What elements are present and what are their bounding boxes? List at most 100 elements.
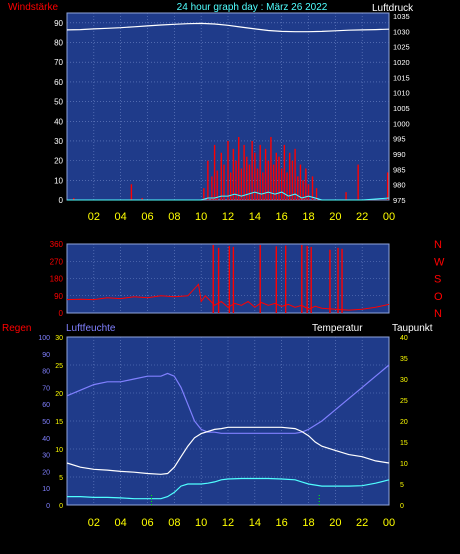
temperature-y-tick-label: 40 [400,335,408,342]
rain-y-tick-label: 80 [42,369,50,376]
wind-direction-line [66,283,390,311]
rain-y-tick-label: 70 [42,385,50,392]
x-tick-label: 00 [383,517,395,529]
wind-y-tick-label: 50 [54,98,63,107]
wind-pressure-panel: 0102030405060708090975980985990995100010… [54,12,410,223]
x-tick-label: 14 [249,517,261,529]
humidity-y-tick-label: 0 [59,503,63,510]
pressure-y-tick-label: 1005 [393,104,410,113]
direction-compass-label: N [434,308,442,320]
x-tick-label: 12 [222,517,234,529]
direction-y-tick-label: 0 [59,309,64,318]
x-tick-label: 08 [168,517,180,529]
pressure-y-tick-label: 1020 [393,58,410,67]
x-tick-label: 20 [329,517,341,529]
pressure-y-tick-label: 995 [393,135,406,144]
temperature-y-tick-label: 30 [400,377,408,384]
direction-y-tick-label: 90 [54,292,63,301]
rain-y-tick-label: 50 [42,419,50,426]
x-tick-label: 18 [302,517,314,529]
x-tick-label: 14 [249,211,261,223]
pressure-y-tick-label: 1025 [393,43,410,52]
direction-y-tick-label: 360 [50,240,64,249]
x-tick-label: 18 [302,211,314,223]
direction-y-tick-label: 180 [50,275,64,284]
x-tick-label: 10 [195,211,207,223]
humidity-y-tick-label: 30 [55,335,63,342]
humidity-y-tick-label: 20 [55,391,63,398]
pressure-line [66,22,390,33]
wind-y-tick-label: 20 [54,157,63,166]
x-tick-label: 02 [88,517,100,529]
x-tick-label: 06 [141,211,153,223]
pressure-y-tick-label: 990 [393,150,406,159]
direction-compass-label: S [434,274,441,286]
wind-y-tick-label: 70 [54,58,63,67]
temperature-y-tick-label: 10 [400,461,408,468]
pressure-y-tick-label: 980 [393,181,406,190]
x-tick-label: 04 [115,211,127,223]
wind-axis-label: Windstärke [8,2,58,13]
pressure-y-tick-label: 1035 [393,12,410,21]
dewpoint-axis-label: Taupunkt [392,323,433,334]
x-tick-label: 04 [115,517,127,529]
direction-compass-label: W [434,256,445,268]
wind-y-tick-label: 30 [54,137,63,146]
x-tick-label: 16 [276,517,288,529]
wind-gust-line [67,191,390,201]
rain-y-tick-label: 30 [42,453,50,460]
x-tick-label: 08 [168,211,180,223]
x-tick-label: 02 [88,211,100,223]
temperature-y-tick-label: 35 [400,356,408,363]
x-tick-label: 12 [222,211,234,223]
rain-y-tick-label: 20 [42,469,50,476]
temperature-y-tick-label: 5 [400,482,404,489]
pressure-y-tick-label: 1030 [393,27,410,36]
wind-y-tick-label: 60 [54,78,63,87]
x-tick-label: 22 [356,211,368,223]
rain-y-tick-label: 90 [42,352,50,359]
wind-y-tick-label: 80 [54,39,63,48]
humidity-line [66,364,390,434]
temperature-y-tick-label: 15 [400,440,408,447]
rain-y-tick-label: 0 [46,503,50,510]
pressure-y-tick-label: 1000 [393,119,410,128]
direction-y-tick-label: 270 [50,257,64,266]
pressure-y-tick-label: 985 [393,165,406,174]
rain-y-tick-label: 60 [42,402,50,409]
humidity-axis-label: Luftfeuchte [66,323,116,334]
rain-y-tick-label: 10 [42,486,50,493]
pressure-y-tick-label: 1015 [393,73,410,82]
x-tick-label: 20 [329,211,341,223]
rain-y-tick-label: 100 [38,335,50,342]
rain-axis-label: Regen [2,323,31,334]
wind-y-tick-label: 90 [54,19,63,28]
temperature-axis-label: Temperatur [312,323,363,334]
x-tick-label: 00 [383,211,395,223]
humidity-y-tick-label: 5 [59,475,63,482]
wind-y-tick-label: 10 [54,176,63,185]
pressure-y-tick-label: 975 [393,196,406,205]
direction-compass-label: N [434,239,442,251]
x-tick-label: 22 [356,517,368,529]
rain-y-tick-label: 40 [42,436,50,443]
chart-title: 24 hour graph day : März 26 2022 [177,2,328,13]
pressure-y-tick-label: 1010 [393,89,410,98]
humidity-temperature-panel: 0102030405060708090100051015202530051015… [38,335,408,529]
pressure-axis-label: Luftdruck [372,3,414,14]
temperature-y-tick-label: 20 [400,419,408,426]
dewpoint-line [67,477,390,500]
temperature-y-tick-label: 0 [400,503,404,510]
x-tick-label: 06 [141,517,153,529]
direction-compass-label: O [434,291,443,303]
humidity-y-tick-label: 15 [55,419,63,426]
x-tick-label: 10 [195,517,207,529]
temperature-line [66,426,390,475]
humidity-y-tick-label: 10 [55,447,63,454]
humidity-y-tick-label: 25 [55,363,63,370]
wind-y-tick-label: 0 [59,196,64,205]
x-tick-label: 16 [276,211,288,223]
wind-y-tick-label: 40 [54,117,63,126]
